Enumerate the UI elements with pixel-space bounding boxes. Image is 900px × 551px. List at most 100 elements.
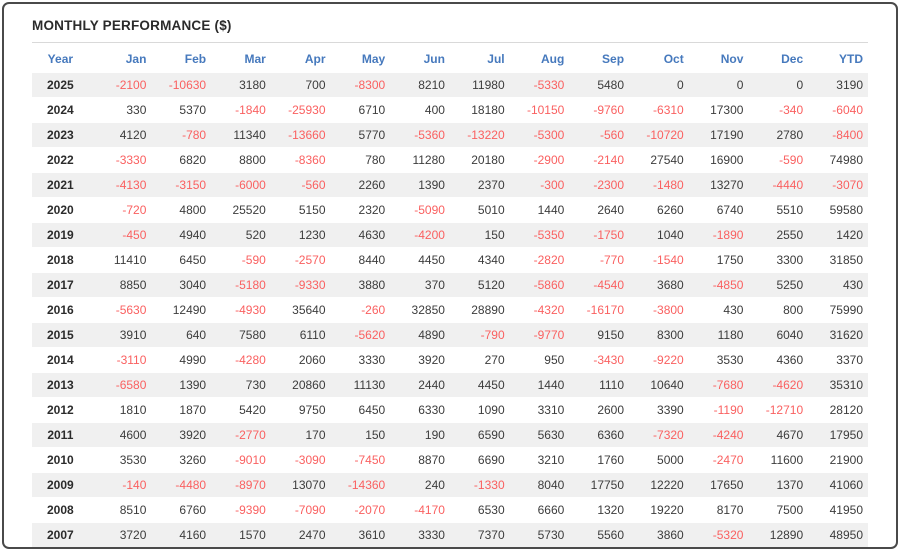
column-header-nov: Nov xyxy=(720,52,744,66)
value-cell-2017-mar: -5180 xyxy=(235,278,266,292)
value-cell-2011-may: 150 xyxy=(365,428,386,442)
value-cell-2018-dec: 3300 xyxy=(776,253,804,267)
value-cell-2008-jun: -4170 xyxy=(414,503,445,517)
table-row-2007: 2007 3720 4160 1570 2470 3610 3330 7370 5730 5560… xyxy=(32,522,868,547)
year-cell: 2010 xyxy=(47,453,74,467)
value-cell-2011-jun: 190 xyxy=(424,428,445,442)
value-cell-2014-jul: 270 xyxy=(484,353,505,367)
value-cell-2020-feb: 4800 xyxy=(179,203,207,217)
column-header-jun: Jun xyxy=(423,52,445,66)
value-cell-2014-dec: 4360 xyxy=(776,353,804,367)
value-cell-2016-dec: 800 xyxy=(783,303,804,317)
value-cell-2007-nov: -5320 xyxy=(712,528,744,542)
value-cell-2015-jun: 4890 xyxy=(418,328,445,342)
value-cell-2025-jul: 11980 xyxy=(472,78,505,92)
table-row-2010: 2010 3530 3260 -9010 -3090 -7450 8870 6690 3210 1… xyxy=(32,447,868,473)
year-cell: 2017 xyxy=(47,278,74,292)
value-cell-2013-nov: -7680 xyxy=(712,378,744,392)
value-cell-2025-aug: -5330 xyxy=(533,78,565,92)
value-cell-2021-nov: 13270 xyxy=(710,178,744,192)
value-cell-2023-jun: -5360 xyxy=(414,128,445,142)
table-row-2021: 2021 -4130 -3150 -6000 -560 2260 1390 2370 -300 -… xyxy=(32,172,868,198)
value-cell-2015-may: -5620 xyxy=(354,328,386,342)
table-row-2017: 2017 8850 3040 -5180 -9330 3880 370 5120 -5860 -4… xyxy=(32,272,868,298)
value-cell-2020-dec: 5510 xyxy=(776,203,804,217)
value-cell-2017-oct: 3680 xyxy=(657,278,684,292)
value-cell-2020-jan: -720 xyxy=(122,203,147,217)
value-cell-2009-oct: 12220 xyxy=(650,478,684,492)
table-row-2018: 2018 11410 6450 -590 -2570 8440 4450 4340 -2820 -… xyxy=(32,247,868,273)
value-cell-2023-aug: -5300 xyxy=(533,128,565,142)
value-cell-2010-jan: 3530 xyxy=(119,453,147,467)
value-cell-2017-dec: 5250 xyxy=(776,278,804,292)
value-cell-2011-jul: 6590 xyxy=(477,428,505,442)
value-cell-2018-jan: 11410 xyxy=(113,253,147,267)
value-cell-2021-oct: -1480 xyxy=(653,178,684,192)
table-row-2022: 2022 -3330 6820 8800 -8360 780 11280 20180 -2900… xyxy=(32,147,868,173)
value-cell-2015-ytd: 31620 xyxy=(829,328,863,342)
value-cell-2009-nov: 17650 xyxy=(710,478,744,492)
column-header-apr: Apr xyxy=(304,52,326,66)
value-cell-2022-nov: 16900 xyxy=(710,153,744,167)
value-cell-2008-jan: 8510 xyxy=(119,503,147,517)
value-cell-2022-jan: -3330 xyxy=(115,153,147,167)
value-cell-2019-nov: -1890 xyxy=(712,228,744,242)
table-header: Year Jan Feb Mar Apr May Jun Jul Aug Sep Oct Nov Dec… xyxy=(32,45,868,73)
value-cell-2011-jan: 4600 xyxy=(119,428,147,442)
value-cell-2025-mar: 3180 xyxy=(239,78,266,92)
value-cell-2020-oct: 6260 xyxy=(657,203,684,217)
value-cell-2020-nov: 6740 xyxy=(716,203,744,217)
value-cell-2008-sep: 1320 xyxy=(597,503,625,517)
table-row-2024: 2024 330 5370 -1840 -25930 6710 400 18180 -10150… xyxy=(32,97,868,123)
value-cell-2017-jun: 370 xyxy=(424,278,445,292)
value-cell-2011-feb: 3920 xyxy=(179,428,207,442)
value-cell-2016-jul: 28890 xyxy=(471,303,505,317)
value-cell-2013-aug: 1440 xyxy=(537,378,565,392)
value-cell-2010-mar: -9010 xyxy=(235,453,266,467)
value-cell-2012-ytd: 28120 xyxy=(829,403,863,417)
value-cell-2019-jun: -4200 xyxy=(414,228,445,242)
value-cell-2025-ytd: 3190 xyxy=(836,78,863,92)
column-header-sep: Sep xyxy=(602,52,625,66)
value-cell-2018-may: 8440 xyxy=(358,253,386,267)
value-cell-2024-may: 6710 xyxy=(358,103,386,117)
value-cell-2018-oct: -1540 xyxy=(653,253,684,267)
value-cell-2014-mar: -4280 xyxy=(235,353,266,367)
value-cell-2009-feb: -4480 xyxy=(175,478,207,492)
value-cell-2014-oct: -9220 xyxy=(653,353,684,367)
value-cell-2009-aug: 8040 xyxy=(537,478,565,492)
year-cell: 2008 xyxy=(47,503,74,517)
value-cell-2010-ytd: 21900 xyxy=(829,453,863,467)
value-cell-2007-jun: 3330 xyxy=(418,528,445,542)
value-cell-2020-jun: -5090 xyxy=(414,203,445,217)
value-cell-2007-aug: 5730 xyxy=(537,528,565,542)
value-cell-2016-sep: -16170 xyxy=(586,303,625,317)
value-cell-2016-jan: -5630 xyxy=(115,303,147,317)
value-cell-2019-mar: 520 xyxy=(245,228,266,242)
value-cell-2011-apr: 170 xyxy=(305,428,326,442)
value-cell-2015-feb: 640 xyxy=(186,328,207,342)
column-header-jan: Jan xyxy=(125,52,147,66)
value-cell-2007-feb: 4160 xyxy=(179,528,207,542)
value-cell-2018-ytd: 31850 xyxy=(829,253,863,267)
value-cell-2011-aug: 5630 xyxy=(537,428,565,442)
value-cell-2019-feb: 4940 xyxy=(179,228,207,242)
value-cell-2022-may: 780 xyxy=(365,153,386,167)
value-cell-2017-sep: -4540 xyxy=(593,278,625,292)
value-cell-2016-oct: -3800 xyxy=(653,303,684,317)
value-cell-2015-nov: 1180 xyxy=(717,328,744,342)
value-cell-2013-dec: -4620 xyxy=(772,378,804,392)
value-cell-2014-ytd: 3370 xyxy=(836,353,863,367)
value-cell-2024-nov: 17300 xyxy=(710,103,744,117)
value-cell-2013-mar: 730 xyxy=(245,378,266,392)
value-cell-2018-jul: 4340 xyxy=(477,253,505,267)
value-cell-2008-aug: 6660 xyxy=(537,503,565,517)
value-cell-2019-may: 4630 xyxy=(358,228,386,242)
column-header-may: May xyxy=(361,52,386,66)
value-cell-2013-may: 11130 xyxy=(353,378,386,392)
value-cell-2024-ytd: -6040 xyxy=(832,103,863,117)
value-cell-2024-dec: -340 xyxy=(779,103,804,117)
value-cell-2015-apr: 6110 xyxy=(299,328,326,342)
value-cell-2009-mar: -8970 xyxy=(235,478,266,492)
value-cell-2018-aug: -2820 xyxy=(533,253,565,267)
